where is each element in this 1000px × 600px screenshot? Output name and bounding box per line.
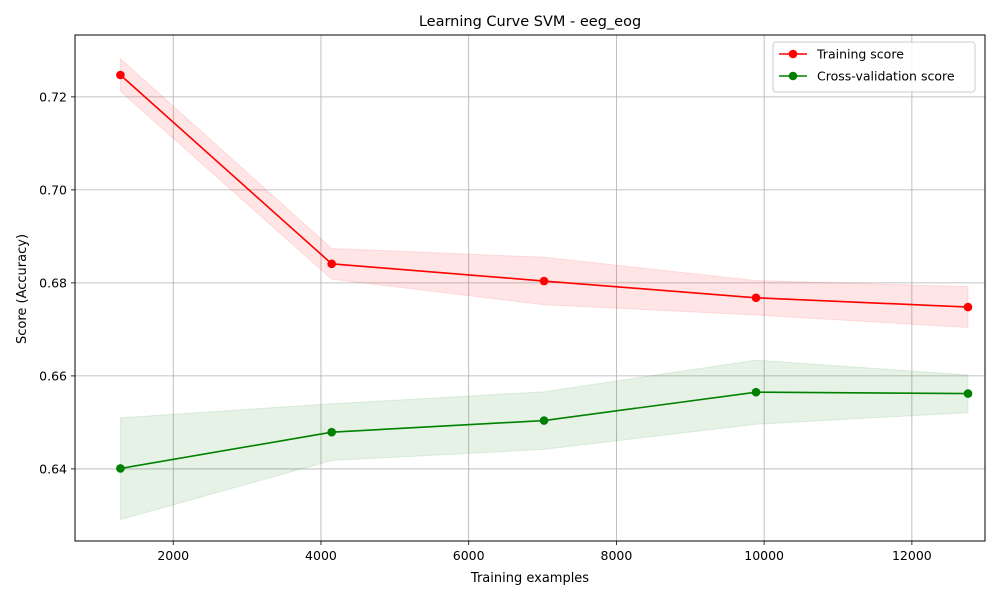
x-tick-label: 12000 [892, 548, 932, 563]
data-point [327, 259, 336, 269]
y-tick-label: 0.70 [39, 182, 67, 197]
data-point [116, 464, 125, 473]
x-axis-ticks: 2000 4000 6000 8000 10000 12000 [157, 541, 932, 563]
data-point [751, 387, 761, 397]
y-tick-label: 0.68 [39, 275, 67, 290]
y-tick-label: 0.72 [39, 89, 67, 104]
legend-box [772, 41, 976, 93]
x-tick-label: 4000 [305, 548, 337, 563]
y-tick-label: 0.66 [39, 368, 67, 383]
legend-label-0: Training score [816, 47, 904, 62]
data-point [327, 427, 336, 437]
data-point [539, 416, 549, 425]
x-axis-label: Training examples [470, 571, 589, 586]
data-point [539, 276, 549, 286]
x-tick-label: 6000 [453, 548, 485, 563]
x-tick-label: 8000 [601, 548, 633, 563]
y-tick-label: 0.64 [39, 461, 67, 476]
data-point [116, 70, 125, 80]
y-axis-ticks: 0.64 0.66 0.68 0.70 0.72 [39, 89, 75, 476]
plot-frame [74, 34, 986, 542]
grid-lines [75, 35, 985, 541]
x-tick-label: 2000 [157, 548, 189, 563]
data-point [963, 389, 973, 398]
legend: Training score Cross-validation score [772, 41, 976, 93]
legend-marker-0 [788, 49, 798, 59]
x-tick-label: 10000 [744, 548, 784, 563]
data-point [963, 302, 973, 312]
legend-label-1: Cross-validation score [817, 69, 955, 84]
series-points [116, 70, 973, 473]
data-point [751, 293, 761, 303]
chart-title: Learning Curve SVM - eeg_eog [419, 14, 641, 30]
confidence-band-1 [119, 359, 969, 521]
y-axis-label: Score (Accuracy) [15, 234, 30, 344]
legend-marker-1 [788, 71, 798, 81]
